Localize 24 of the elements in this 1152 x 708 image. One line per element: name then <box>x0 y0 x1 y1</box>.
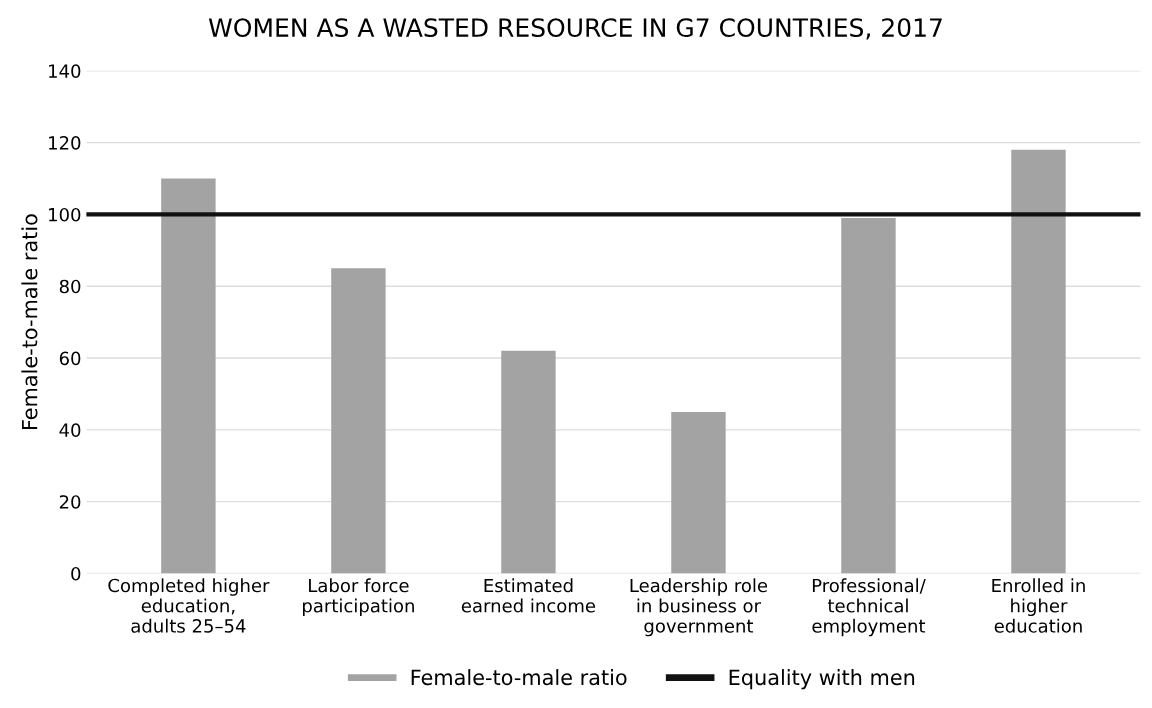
y-tick-label: 80 <box>59 279 81 294</box>
x-tick-label: Estimated earned income <box>461 578 596 613</box>
x-tick-label: Labor force participation <box>303 578 414 617</box>
bar <box>841 218 896 574</box>
bar <box>1011 149 1066 574</box>
legend-label: Equality with men <box>729 669 915 690</box>
y-tick-label: 40 <box>59 423 81 437</box>
y-tick-label: 100 <box>49 207 81 222</box>
bar <box>161 178 216 574</box>
x-tick-label: Completed higher education, adults 25–54 <box>108 578 270 633</box>
y-tick-label: 140 <box>49 64 81 78</box>
y-tick-label: 0 <box>71 566 81 581</box>
chart-title: WOMEN AS A WASTED RESOURCE IN G7 COUNTRIES, 2017 <box>208 18 942 40</box>
legend-label: Female-to-male ratio <box>411 669 627 686</box>
y-tick-label: 20 <box>59 495 81 509</box>
x-tick-label: Leadership role in business or government <box>630 578 768 637</box>
x-tick-label: Professional/ technical employment <box>812 578 926 637</box>
bar <box>671 411 726 574</box>
y-tick-label: 60 <box>59 351 81 366</box>
bar <box>331 268 386 574</box>
y-axis-title: Female-to-male ratio <box>21 214 38 430</box>
bar <box>501 350 556 574</box>
x-tick-label: Enrolled in higher education <box>992 578 1085 633</box>
y-tick-label: 120 <box>49 136 81 150</box>
